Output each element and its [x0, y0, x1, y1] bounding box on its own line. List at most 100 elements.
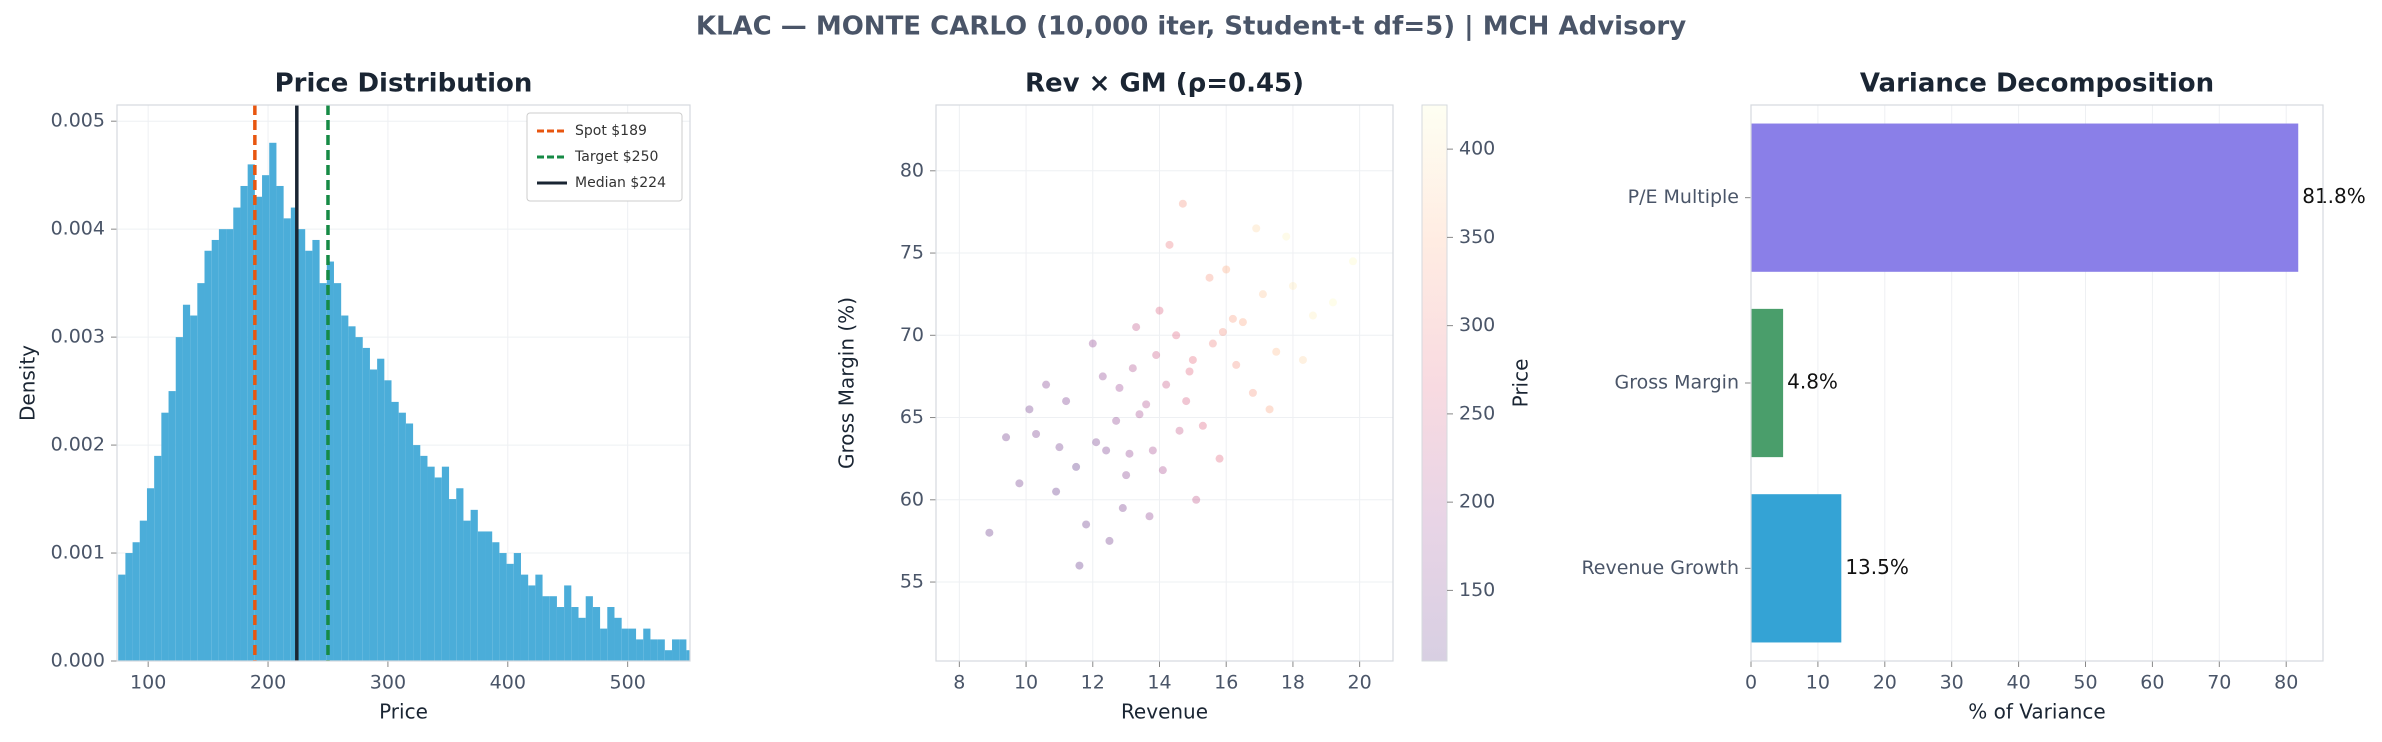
y-tick-label: 0.005 — [51, 110, 105, 132]
x-tick-label: 70 — [2207, 672, 2231, 694]
scatter-point — [1288, 281, 1297, 290]
bar — [139, 520, 147, 661]
scatter-point — [1105, 536, 1114, 545]
legend-label: Target $250 — [574, 149, 658, 165]
bar — [463, 520, 471, 661]
bar — [333, 283, 342, 661]
bar — [449, 499, 457, 661]
x-tick-label: 200 — [250, 672, 286, 694]
x-tick-label: 500 — [610, 672, 646, 694]
bar — [513, 553, 521, 661]
y-tick-label: 65 — [900, 406, 924, 428]
scatter-point — [1222, 265, 1231, 274]
bar — [233, 207, 241, 661]
scatter-point — [1172, 331, 1181, 340]
bar — [398, 412, 406, 661]
x-tick-label: 300 — [370, 672, 406, 694]
scatter-point — [1232, 360, 1241, 369]
bar — [154, 455, 162, 661]
scatter-point — [1158, 466, 1167, 475]
bar — [456, 488, 464, 661]
bar — [477, 531, 486, 661]
bar — [492, 542, 500, 661]
scatter-point — [1155, 306, 1164, 315]
bar — [600, 628, 608, 661]
bar — [391, 401, 399, 661]
bar — [1751, 494, 1842, 643]
bar — [240, 185, 248, 661]
scatter-point — [1215, 454, 1224, 463]
bar — [298, 229, 306, 661]
bar — [369, 369, 378, 661]
x-tick-label: 40 — [2007, 672, 2031, 694]
scatter-point — [1082, 520, 1091, 529]
x-tick-label: 16 — [1214, 672, 1238, 694]
scatter-point — [1118, 504, 1127, 513]
bar — [305, 250, 313, 661]
bars — [118, 142, 690, 661]
scatter-point — [1282, 232, 1291, 241]
y-tick-label: 70 — [900, 324, 924, 346]
bar — [384, 380, 392, 661]
bar — [441, 466, 450, 661]
scatter-point — [1272, 347, 1281, 356]
bar — [218, 229, 227, 661]
bar — [254, 196, 263, 661]
scatter-point — [1218, 328, 1227, 337]
bar — [355, 337, 363, 661]
colorbar-tick-label: 350 — [1459, 226, 1495, 248]
bar — [211, 239, 219, 661]
chart-title: Rev × GM (ρ=0.45) — [1025, 69, 1304, 99]
legend-label: Median $224 — [575, 175, 666, 191]
bar — [175, 337, 183, 661]
bar — [118, 574, 126, 661]
chart-title: Variance Decomposition — [1860, 69, 2214, 99]
scatter-point — [1265, 405, 1274, 414]
bar — [290, 207, 299, 661]
bar — [664, 650, 673, 661]
scatter-point — [1298, 355, 1307, 364]
scatter-point — [1188, 355, 1197, 364]
value-label: 81.8% — [2302, 184, 2366, 208]
bar — [420, 455, 428, 661]
scatter-point — [1205, 273, 1214, 282]
y-axis-label: Gross Margin (%) — [835, 297, 859, 469]
scatter-point — [1002, 433, 1011, 442]
bar — [405, 423, 414, 661]
y-axis-label: Density — [16, 345, 40, 421]
scatter-point — [1238, 318, 1247, 327]
scatter-point — [1192, 495, 1201, 504]
x-axis-label: Revenue — [1121, 700, 1208, 724]
scatter-point — [1055, 443, 1064, 452]
y-tick-label: 55 — [900, 571, 924, 593]
scatter-point — [1348, 257, 1357, 266]
scatter-point — [1308, 311, 1317, 320]
scatter-point — [1042, 380, 1051, 389]
y-tick-label: 0.003 — [51, 326, 105, 348]
bar — [592, 607, 601, 661]
x-tick-label: 0 — [1745, 672, 1757, 694]
bar — [564, 585, 572, 661]
bar — [628, 628, 637, 661]
bar — [1751, 308, 1784, 458]
scatter-point — [1062, 397, 1071, 406]
bar — [679, 639, 687, 661]
bar — [226, 229, 234, 661]
scatter-point — [1162, 380, 1171, 389]
bar — [312, 239, 320, 661]
bar — [556, 607, 565, 661]
bar — [657, 639, 665, 661]
scatter-point — [1052, 487, 1061, 496]
bar — [362, 347, 370, 661]
scatter-point — [1165, 240, 1174, 249]
colorbar — [1422, 105, 1447, 661]
x-axis-label: % of Variance — [1968, 700, 2105, 724]
bar — [377, 358, 385, 661]
bar — [434, 477, 442, 661]
bar — [643, 628, 651, 661]
bar — [168, 391, 176, 661]
scatter-point — [1125, 449, 1134, 458]
y-tick-label: 80 — [900, 159, 924, 181]
x-tick-label: 60 — [2140, 672, 2164, 694]
x-tick-label: 8 — [953, 672, 965, 694]
